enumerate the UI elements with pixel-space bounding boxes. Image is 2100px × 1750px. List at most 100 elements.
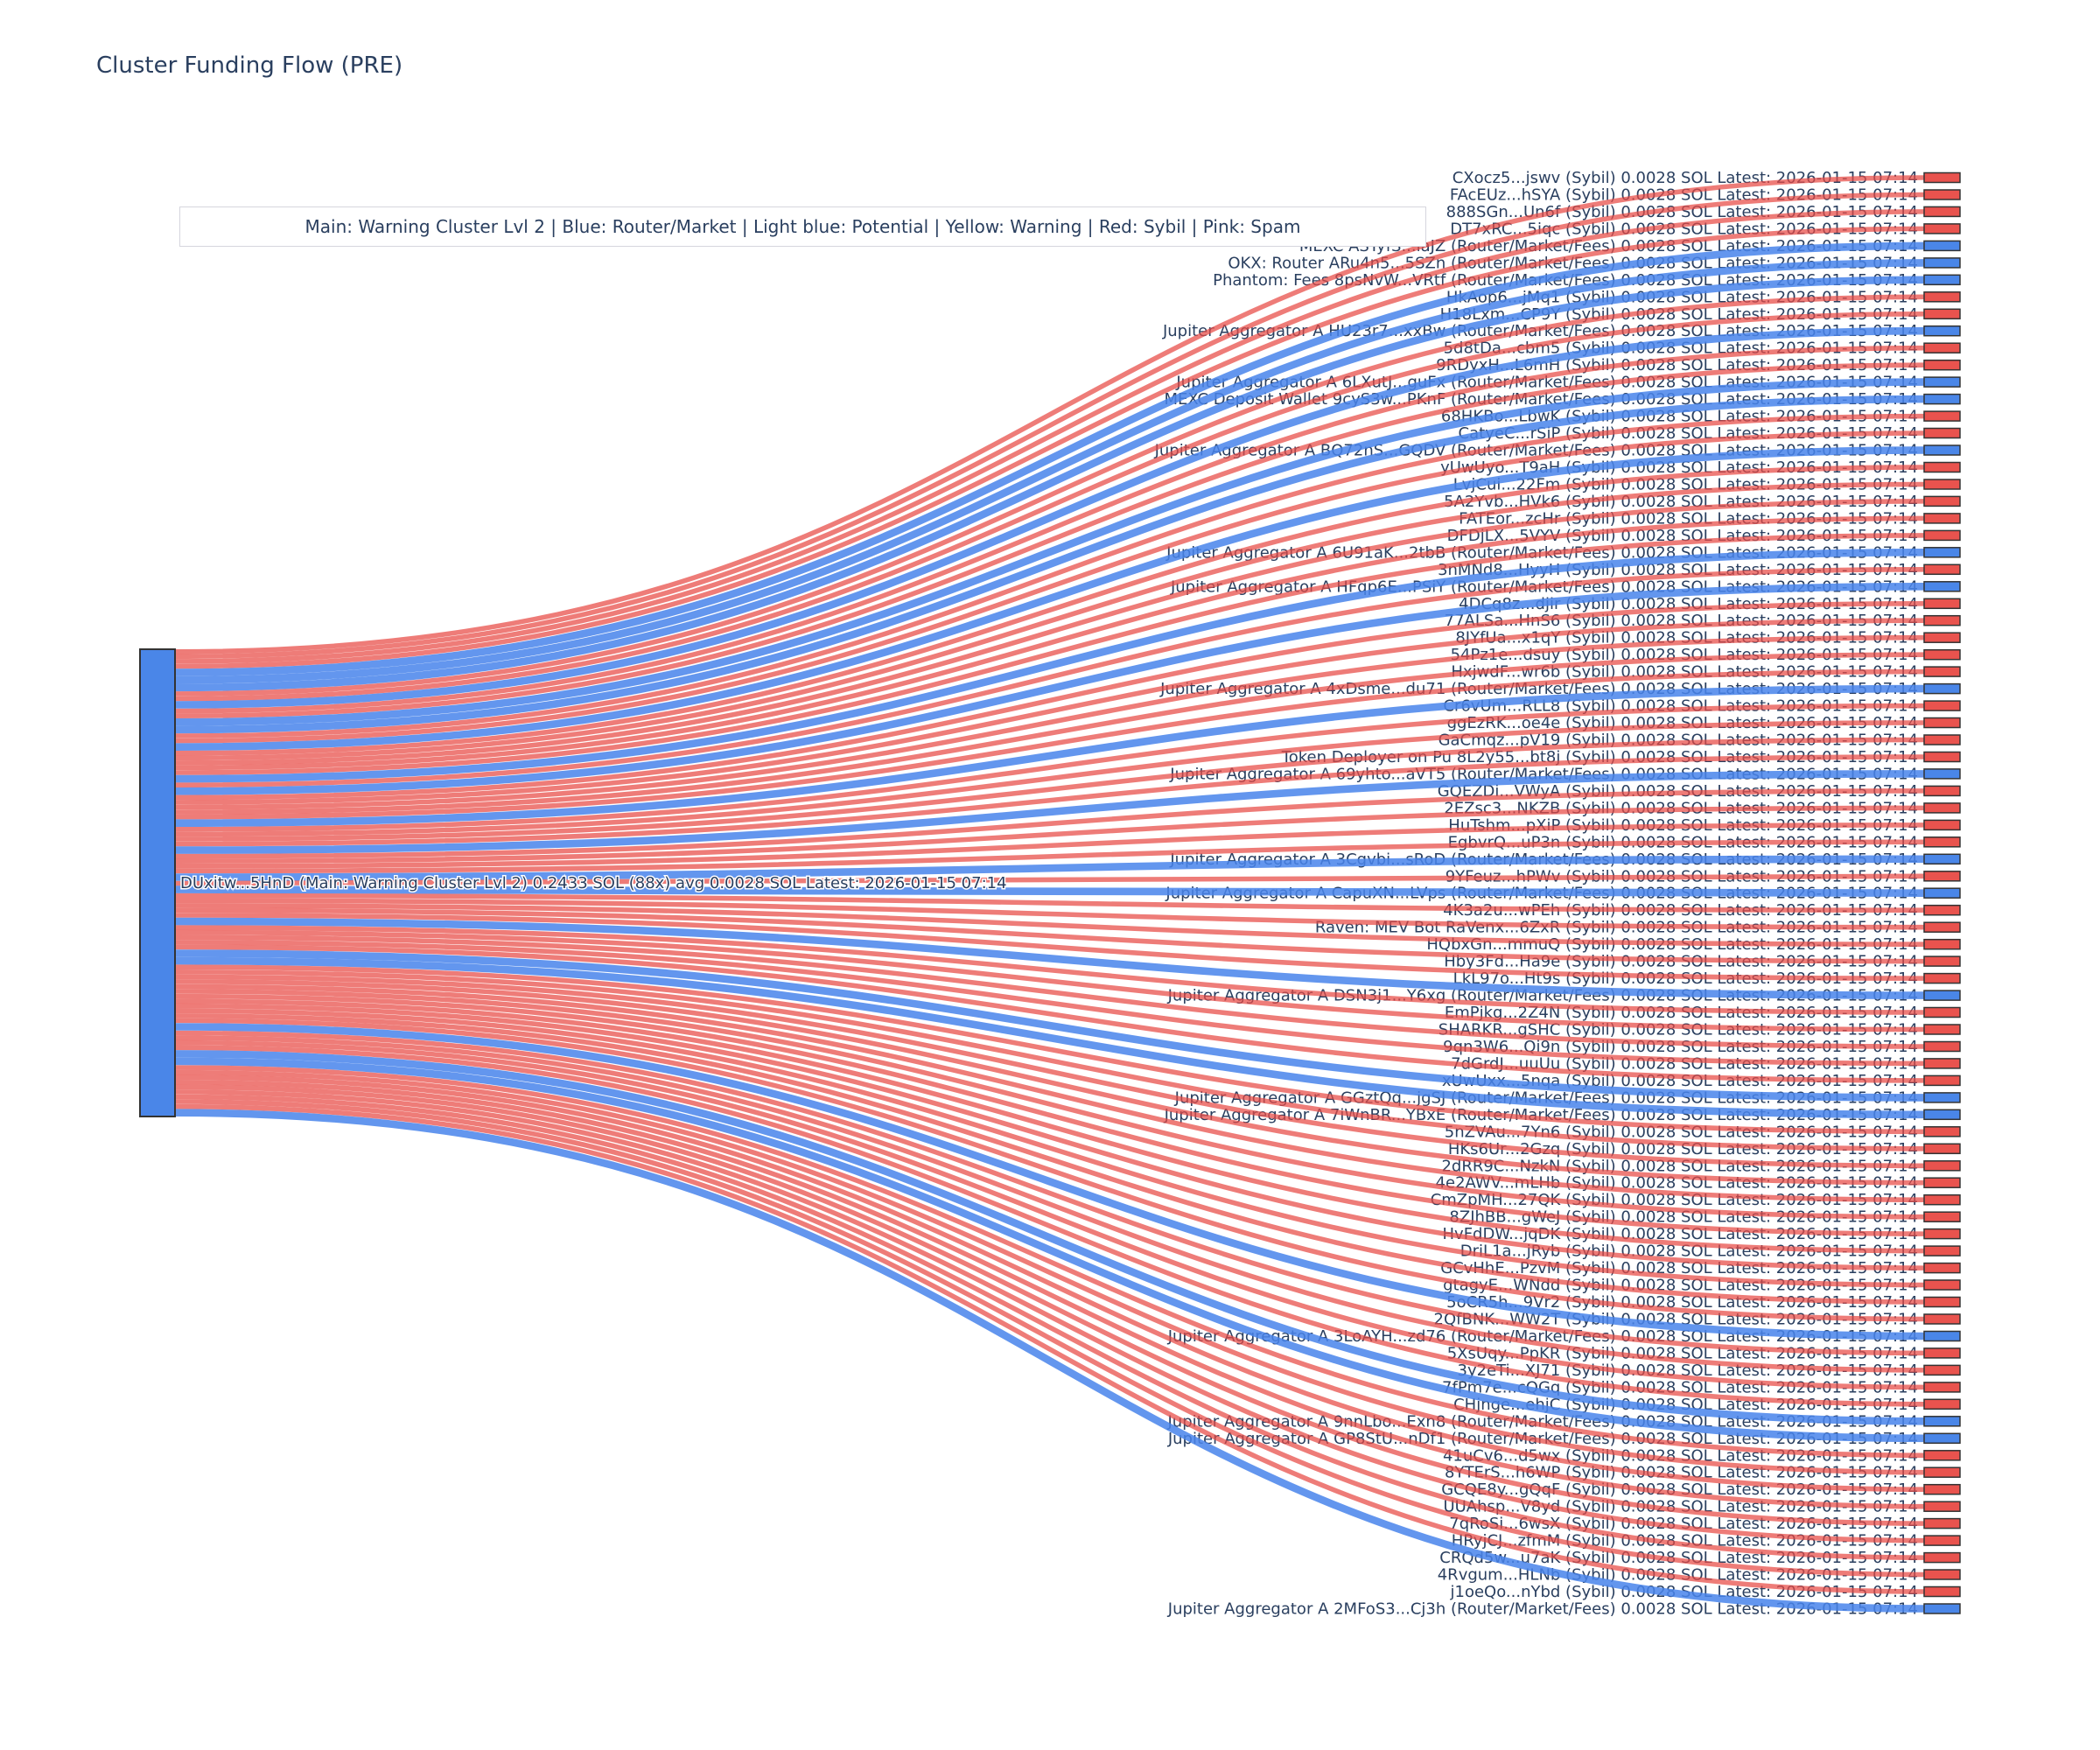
target-node[interactable] bbox=[1923, 1551, 1961, 1564]
target-node[interactable] bbox=[1923, 564, 1961, 576]
target-label: DFDjLX...5VYV (Sybil) 0.0028 SOL Latest:… bbox=[1447, 527, 1918, 545]
target-node[interactable] bbox=[1923, 274, 1961, 286]
flow-link bbox=[174, 259, 1925, 684]
target-node[interactable] bbox=[1923, 325, 1961, 337]
target-node[interactable] bbox=[1923, 206, 1961, 218]
target-node[interactable] bbox=[1923, 1262, 1961, 1274]
target-node[interactable] bbox=[1923, 972, 1961, 984]
target-node[interactable] bbox=[1923, 1058, 1961, 1069]
target-node[interactable] bbox=[1923, 1535, 1961, 1546]
target-node[interactable] bbox=[1923, 1348, 1961, 1359]
target-node[interactable] bbox=[1923, 1126, 1961, 1138]
target-node[interactable] bbox=[1923, 1245, 1961, 1256]
target-node[interactable] bbox=[1923, 172, 1961, 184]
target-node[interactable] bbox=[1923, 376, 1961, 388]
target-node[interactable] bbox=[1923, 785, 1961, 797]
target-node[interactable] bbox=[1923, 189, 1961, 200]
target-node[interactable] bbox=[1923, 871, 1961, 882]
target-node[interactable] bbox=[1923, 1603, 1961, 1614]
target-node[interactable] bbox=[1923, 1313, 1961, 1325]
target-label: CmZpMH...27QK (Sybil) 0.0028 SOL Latest:… bbox=[1431, 1191, 1918, 1209]
target-node[interactable] bbox=[1923, 1586, 1961, 1598]
target-node[interactable] bbox=[1923, 904, 1961, 916]
target-node[interactable] bbox=[1923, 1160, 1961, 1172]
target-label: FATEor...zcHr (Sybil) 0.0028 SOL Latest:… bbox=[1459, 509, 1918, 528]
target-node[interactable] bbox=[1923, 1416, 1961, 1427]
target-node[interactable] bbox=[1923, 359, 1961, 371]
target-node[interactable] bbox=[1923, 768, 1961, 780]
flow-link bbox=[174, 618, 1925, 805]
target-node[interactable] bbox=[1923, 1109, 1961, 1121]
target-node[interactable] bbox=[1923, 444, 1961, 456]
target-node[interactable] bbox=[1923, 223, 1961, 234]
target-node[interactable] bbox=[1923, 529, 1961, 542]
target-node[interactable] bbox=[1923, 921, 1961, 933]
target-node[interactable] bbox=[1923, 410, 1961, 422]
target-node[interactable] bbox=[1923, 751, 1961, 763]
main-node-label: DUxitw...5HnD (Main: Warning Cluster Lvl… bbox=[180, 874, 1007, 892]
target-node[interactable] bbox=[1923, 1432, 1961, 1445]
target-node[interactable] bbox=[1923, 1382, 1961, 1393]
target-node[interactable] bbox=[1923, 1450, 1961, 1461]
target-node[interactable] bbox=[1923, 1177, 1961, 1188]
target-node[interactable] bbox=[1923, 1092, 1961, 1103]
target-node[interactable] bbox=[1923, 1024, 1961, 1035]
target-node[interactable] bbox=[1923, 1330, 1961, 1342]
target-node[interactable] bbox=[1923, 547, 1961, 558]
target-node[interactable] bbox=[1923, 291, 1961, 303]
target-node[interactable] bbox=[1923, 1466, 1961, 1478]
target-node[interactable] bbox=[1923, 632, 1961, 643]
target-node[interactable] bbox=[1923, 802, 1961, 814]
target-node[interactable] bbox=[1923, 666, 1961, 677]
target-node[interactable] bbox=[1923, 1074, 1961, 1087]
flow-link bbox=[174, 1023, 1925, 1340]
target-node[interactable] bbox=[1923, 1006, 1961, 1018]
target-node[interactable] bbox=[1923, 1517, 1961, 1530]
flow-link bbox=[174, 984, 1925, 1202]
target-node[interactable] bbox=[1923, 1569, 1961, 1580]
target-node[interactable] bbox=[1923, 427, 1961, 439]
target-node[interactable] bbox=[1923, 1296, 1961, 1308]
flow-link bbox=[174, 668, 1925, 820]
main-node[interactable] bbox=[139, 648, 176, 1117]
target-node[interactable] bbox=[1923, 1143, 1961, 1155]
flow-link bbox=[174, 515, 1925, 771]
target-node[interactable] bbox=[1923, 1194, 1961, 1206]
flow-link bbox=[174, 770, 1925, 854]
target-node[interactable] bbox=[1923, 819, 1961, 831]
target-node[interactable] bbox=[1923, 461, 1961, 473]
target-node[interactable] bbox=[1923, 1040, 1961, 1053]
target-node[interactable] bbox=[1923, 1398, 1961, 1410]
target-node[interactable] bbox=[1923, 956, 1961, 967]
target-node[interactable] bbox=[1923, 393, 1961, 405]
target-node[interactable] bbox=[1923, 648, 1961, 661]
target-node[interactable] bbox=[1923, 513, 1961, 524]
target-node[interactable] bbox=[1923, 990, 1961, 1001]
target-node[interactable] bbox=[1923, 598, 1961, 610]
target-node[interactable] bbox=[1923, 1501, 1961, 1512]
target-node[interactable] bbox=[1923, 342, 1961, 354]
target-node[interactable] bbox=[1923, 240, 1961, 252]
target-node[interactable] bbox=[1923, 938, 1961, 950]
flow-link bbox=[174, 934, 1925, 1049]
target-node[interactable] bbox=[1923, 1228, 1961, 1240]
target-node[interactable] bbox=[1923, 717, 1961, 729]
target-node[interactable] bbox=[1923, 479, 1961, 490]
target-node[interactable] bbox=[1923, 581, 1961, 592]
target-node[interactable] bbox=[1923, 308, 1961, 320]
target-node[interactable] bbox=[1923, 836, 1961, 848]
target-node[interactable] bbox=[1923, 682, 1961, 695]
flow-link bbox=[174, 964, 1925, 1135]
target-node[interactable] bbox=[1923, 257, 1961, 269]
target-node[interactable] bbox=[1923, 614, 1961, 626]
target-label: 7dGrdJ...uuUu (Sybil) 0.0028 SOL Latest:… bbox=[1451, 1054, 1918, 1073]
target-node[interactable] bbox=[1923, 1364, 1961, 1376]
target-node[interactable] bbox=[1923, 1211, 1961, 1222]
target-node[interactable] bbox=[1923, 887, 1961, 899]
target-node[interactable] bbox=[1923, 700, 1961, 711]
target-node[interactable] bbox=[1923, 853, 1961, 865]
target-node[interactable] bbox=[1923, 734, 1961, 746]
target-node[interactable] bbox=[1923, 1483, 1961, 1495]
target-node[interactable] bbox=[1923, 495, 1961, 508]
target-node[interactable] bbox=[1923, 1279, 1961, 1291]
